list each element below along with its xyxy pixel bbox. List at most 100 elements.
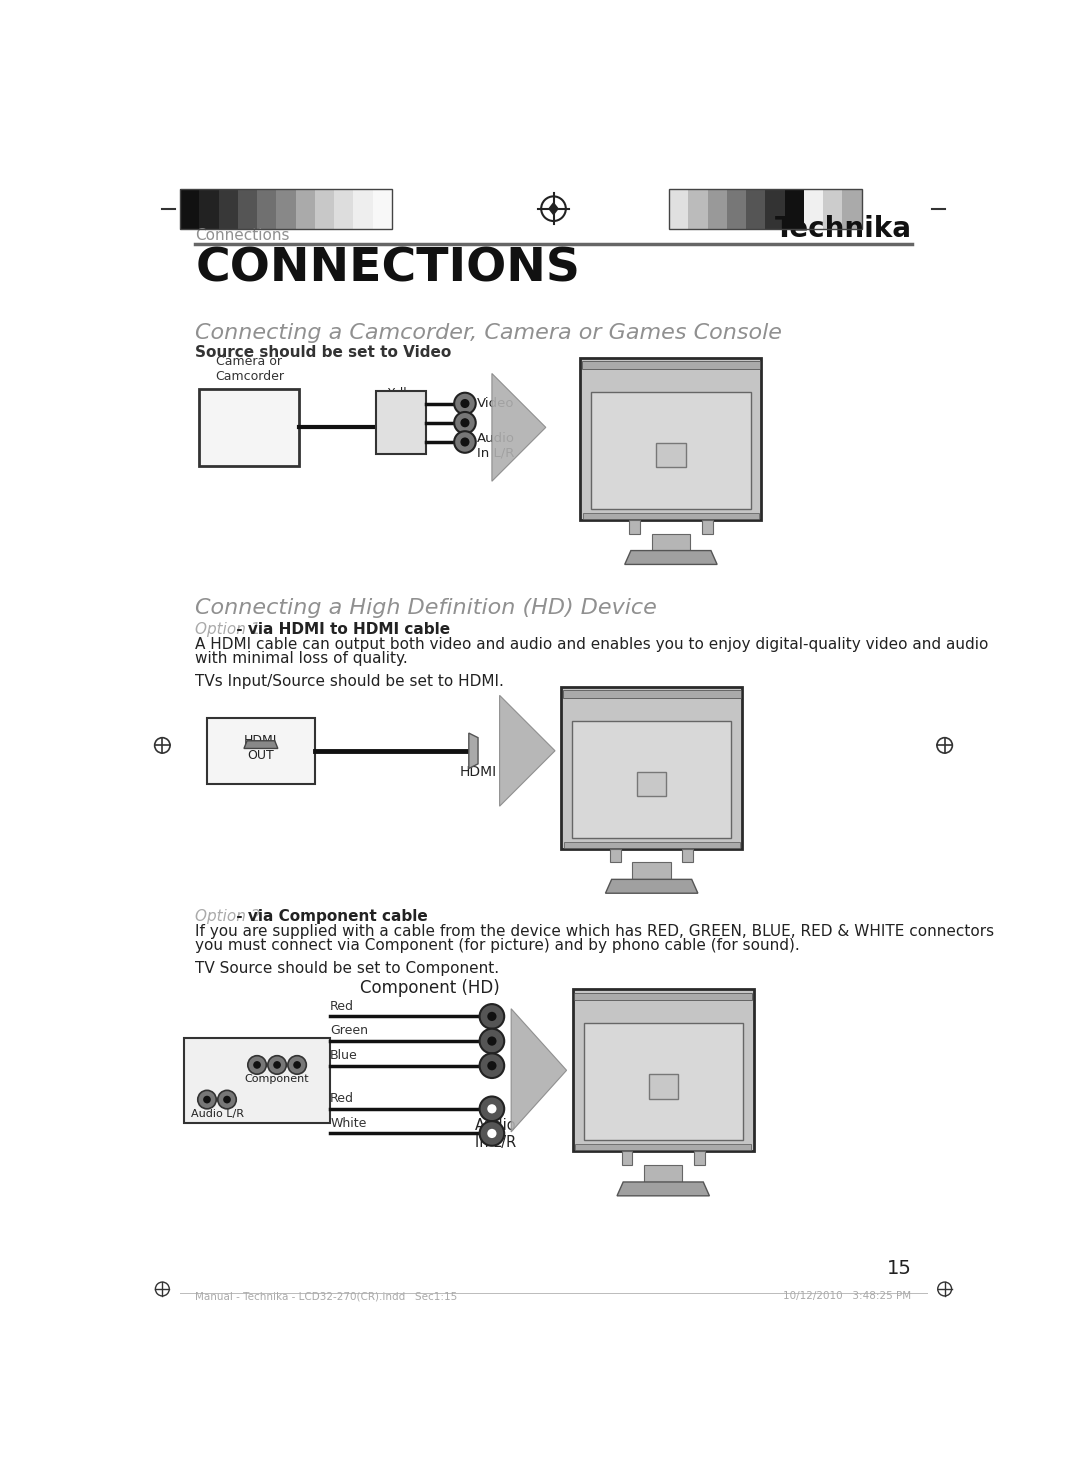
Bar (572, 720, 731, 838)
Text: A HDMI cable can output both video and audio and enables you to enjoy digital-qu: A HDMI cable can output both video and a… (195, 638, 989, 652)
Bar (575, 992, 752, 1001)
Bar (296, 189, 314, 229)
Text: 10/12/2010   3:48:25 PM: 10/12/2010 3:48:25 PM (783, 1292, 912, 1302)
Text: Blue: Blue (330, 1049, 357, 1061)
Bar (353, 189, 373, 229)
Text: with minimal loss of quality.: with minimal loss of quality. (195, 651, 408, 666)
Bar (334, 189, 353, 229)
Text: White: White (389, 406, 423, 419)
Bar (582, 362, 760, 369)
Text: Option 1: Option 1 (195, 621, 261, 636)
Circle shape (268, 1055, 286, 1075)
Circle shape (480, 1004, 504, 1029)
Bar (207, 717, 314, 784)
Text: Connecting a Camcorder, Camera or Games Console: Connecting a Camcorder, Camera or Games … (195, 323, 782, 344)
Circle shape (461, 438, 469, 446)
Text: Audio
In L/R: Audio In L/R (475, 1117, 516, 1150)
Bar (314, 189, 334, 229)
Text: CONNECTIONS: CONNECTIONS (195, 246, 580, 291)
Bar (630, 520, 640, 534)
Polygon shape (511, 1008, 567, 1132)
Bar (276, 189, 296, 229)
Bar (373, 189, 392, 229)
Text: Audio
In L/R: Audio In L/R (477, 432, 515, 461)
Circle shape (224, 1095, 231, 1104)
Text: Connections: Connections (195, 229, 289, 244)
Bar (583, 512, 759, 520)
Bar (644, 1165, 683, 1182)
Text: TVs Input/Source should be set to HDMI.: TVs Input/Source should be set to HDMI. (195, 675, 504, 689)
Bar (804, 189, 823, 229)
Text: Green: Green (330, 1024, 368, 1038)
Circle shape (487, 1061, 497, 1070)
Bar (200, 388, 299, 466)
Bar (657, 443, 686, 468)
Polygon shape (624, 551, 717, 564)
Text: Option 2: Option 2 (195, 909, 261, 924)
Bar (562, 686, 742, 849)
Circle shape (480, 1122, 504, 1145)
Bar (766, 189, 784, 229)
Bar (583, 1023, 743, 1141)
Text: Red: Red (330, 1092, 354, 1106)
Text: Source should be set to Video: Source should be set to Video (195, 345, 451, 360)
Polygon shape (606, 880, 698, 893)
Bar (633, 862, 671, 880)
Polygon shape (469, 734, 478, 769)
Bar (184, 1038, 330, 1123)
Circle shape (198, 1091, 216, 1108)
Circle shape (455, 412, 475, 434)
Bar (784, 189, 804, 229)
Circle shape (253, 1061, 261, 1069)
Text: Audio L/R: Audio L/R (190, 1108, 243, 1119)
Bar (610, 849, 621, 862)
Polygon shape (491, 373, 545, 481)
Circle shape (218, 1091, 237, 1108)
Bar (669, 189, 688, 229)
Bar (238, 189, 257, 229)
Circle shape (480, 1097, 504, 1122)
Bar (591, 393, 751, 509)
Circle shape (480, 1029, 504, 1054)
Circle shape (480, 1054, 504, 1077)
Bar (218, 189, 238, 229)
Bar (377, 391, 427, 455)
Bar (694, 1151, 705, 1165)
Bar (842, 189, 862, 229)
Bar (572, 989, 754, 1151)
Bar (702, 520, 713, 534)
Text: Connecting a High Definition (HD) Device: Connecting a High Definition (HD) Device (195, 598, 658, 617)
Polygon shape (617, 1182, 710, 1196)
Bar (746, 189, 766, 229)
Bar (180, 189, 200, 229)
Polygon shape (244, 741, 278, 748)
Circle shape (203, 1095, 211, 1104)
Bar (257, 189, 276, 229)
Bar (669, 189, 862, 229)
Circle shape (541, 196, 566, 221)
Circle shape (461, 400, 469, 407)
Circle shape (455, 393, 475, 415)
Text: Red: Red (330, 999, 354, 1013)
Circle shape (273, 1061, 281, 1069)
Text: White: White (330, 1117, 366, 1129)
Circle shape (455, 431, 475, 453)
Text: Technika: Technika (774, 215, 912, 244)
Text: - via HDMI to HDMI cable: - via HDMI to HDMI cable (231, 621, 450, 636)
Bar (563, 689, 741, 698)
Circle shape (487, 1129, 497, 1138)
Bar (651, 534, 690, 551)
Text: If you are supplied with a cable from the device which has RED, GREEN, BLUE, RED: If you are supplied with a cable from th… (195, 924, 995, 939)
Bar (683, 849, 693, 862)
Circle shape (487, 1013, 497, 1021)
Text: Yellow: Yellow (387, 387, 423, 400)
Bar (200, 189, 218, 229)
Bar (649, 1075, 678, 1098)
Bar (823, 189, 842, 229)
Circle shape (288, 1055, 307, 1075)
Bar (637, 772, 666, 796)
Bar (707, 189, 727, 229)
Bar (564, 841, 740, 847)
Text: Component (HD): Component (HD) (361, 979, 500, 998)
Text: - via Component cable: - via Component cable (231, 909, 428, 924)
